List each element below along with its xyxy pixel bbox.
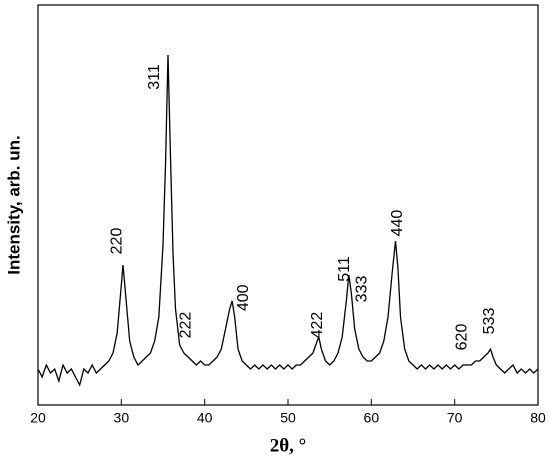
peak-label: 222	[178, 312, 195, 339]
peak-label: 311	[146, 64, 163, 90]
peak-label: 620	[453, 324, 470, 351]
x-tick-label: 50	[280, 410, 296, 426]
peak-label: 533	[481, 308, 498, 335]
peak-label: 220	[108, 228, 125, 255]
peak-label: 511	[336, 256, 353, 282]
x-tick-label: 80	[530, 410, 546, 426]
data-line	[37, 54, 539, 387]
peak-label: 422	[309, 312, 326, 339]
peak-label: 440	[389, 210, 406, 237]
x-tick-label: 70	[447, 410, 463, 426]
peak-label: 333	[353, 276, 370, 303]
x-axis-label: 2θ, °	[270, 435, 307, 456]
x-tick-label: 60	[364, 410, 380, 426]
x-tick-label: 30	[114, 410, 130, 426]
x-tick-label: 40	[197, 410, 213, 426]
y-axis-label: Intensity, arb. un.	[4, 135, 23, 274]
peak-label: 400	[235, 284, 252, 311]
x-tick-label: 20	[30, 410, 46, 426]
